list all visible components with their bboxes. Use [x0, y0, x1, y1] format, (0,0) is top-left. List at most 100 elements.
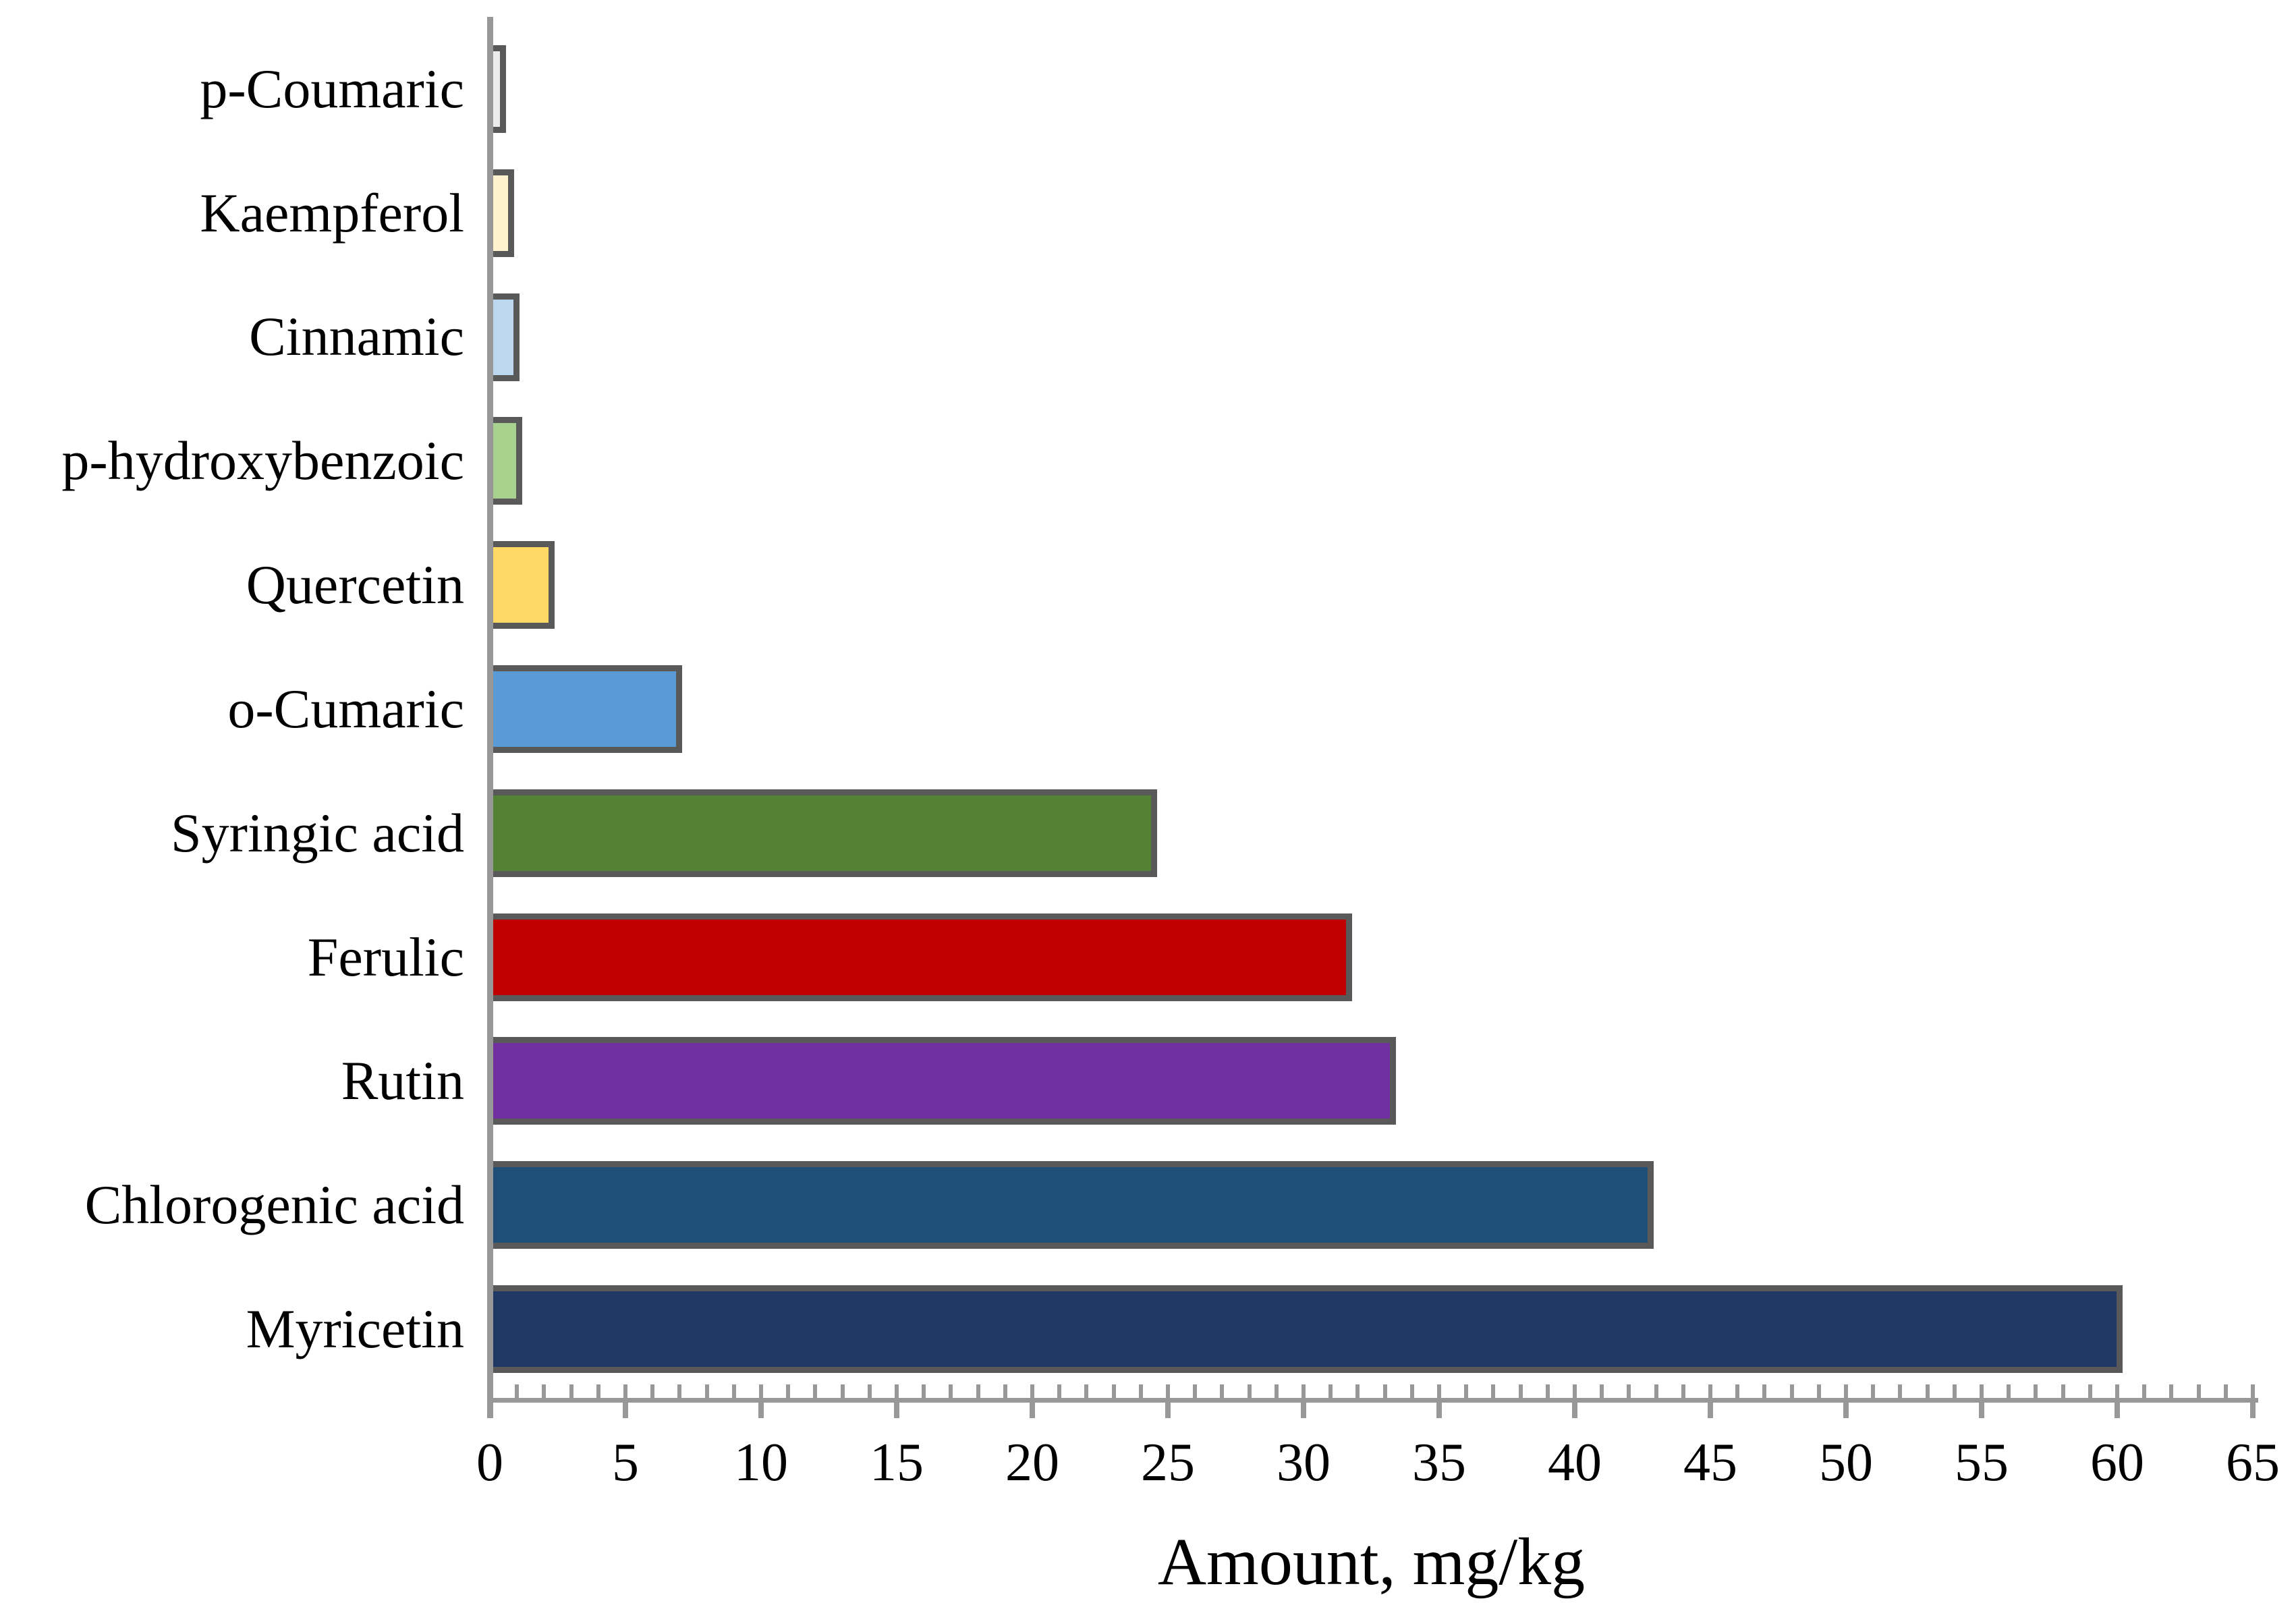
bar-row: Myricetin	[0, 1267, 2296, 1391]
x-axis-major-tick	[1436, 1403, 1442, 1418]
category-label: Syringic acid	[171, 802, 464, 864]
x-axis-minor-tick	[677, 1384, 682, 1398]
x-axis-title: Amount, mg/kg	[1157, 1524, 1586, 1599]
x-axis-minor-tick	[813, 1384, 818, 1398]
x-axis-minor-tick	[623, 1384, 627, 1398]
bar-row: o-Cumaric	[0, 647, 2296, 771]
bar-track	[490, 1143, 2253, 1267]
x-axis-minor-tick	[1437, 1384, 1441, 1398]
x-axis-minor-tick	[949, 1384, 953, 1398]
category-label: p-hydroxybenzoic	[61, 430, 464, 492]
bar-track	[490, 1267, 2253, 1391]
x-axis-tick-label: 5	[612, 1433, 639, 1492]
x-axis-minor-tick	[1573, 1384, 1577, 1398]
x-axis-minor-tick	[1518, 1384, 1523, 1398]
x-axis-minor-tick	[1409, 1384, 1414, 1398]
x-axis-minor-tick	[2115, 1384, 2119, 1398]
category-label: Quercetin	[246, 554, 464, 616]
x-axis-minor-tick	[840, 1384, 845, 1398]
x-axis-minor-tick	[1681, 1384, 1685, 1398]
x-axis-minor-tick	[2034, 1384, 2038, 1398]
x-axis-minor-tick	[1247, 1384, 1252, 1398]
x-axis-minor-tick	[1708, 1384, 1712, 1398]
x-axis-minor-tick	[2223, 1384, 2228, 1398]
category-label: Kaempferol	[200, 181, 464, 244]
x-axis-major-tick	[1165, 1403, 1171, 1418]
x-axis-minor-tick	[1952, 1384, 1957, 1398]
bar	[490, 169, 515, 257]
x-axis-minor-tick	[1654, 1384, 1658, 1398]
bar-row: Quercetin	[0, 523, 2296, 647]
bar-row: p-Coumaric	[0, 27, 2296, 151]
x-axis-minor-tick	[1491, 1384, 1496, 1398]
x-axis-major-tick	[1708, 1403, 1713, 1418]
x-axis-minor-tick	[704, 1384, 709, 1398]
x-axis-minor-tick	[2251, 1384, 2255, 1398]
x-axis-minor-tick	[731, 1384, 736, 1398]
x-axis-minor-tick	[922, 1384, 926, 1398]
y-axis-line	[487, 17, 493, 1418]
x-axis-minor-tick	[1328, 1384, 1333, 1398]
x-axis-minor-tick	[867, 1384, 872, 1398]
x-axis-minor-tick	[1166, 1384, 1170, 1398]
bar-track	[490, 895, 2253, 1019]
x-axis-tick-label: 45	[1683, 1433, 1737, 1492]
bar-track	[490, 27, 2253, 151]
bar-track	[490, 275, 2253, 399]
x-axis-minor-tick	[1111, 1384, 1116, 1398]
x-axis-minor-tick	[1816, 1384, 1821, 1398]
x-axis-tick-label: 60	[2090, 1433, 2144, 1492]
bar-row: Chlorogenic acid	[0, 1143, 2296, 1267]
x-axis-minor-tick	[1193, 1384, 1198, 1398]
x-axis-major-tick	[894, 1403, 899, 1418]
bar-row: Ferulic	[0, 895, 2296, 1019]
x-axis-minor-tick	[1627, 1384, 1631, 1398]
x-axis-minor-tick	[1382, 1384, 1387, 1398]
x-axis-minor-tick	[650, 1384, 655, 1398]
plot-area: p-Coumaric Kaempferol Cinnamic p-hydroxyben…	[0, 27, 2296, 1391]
bar	[490, 417, 523, 505]
bar	[490, 1161, 1654, 1249]
x-axis-minor-tick	[1980, 1384, 1984, 1398]
x-axis-minor-tick	[2061, 1384, 2065, 1398]
x-axis-minor-tick	[2088, 1384, 2092, 1398]
x-axis-tick-label: 15	[870, 1433, 924, 1492]
x-axis-minor-tick	[1084, 1384, 1089, 1398]
category-label: Chlorogenic acid	[84, 1174, 464, 1236]
bar	[490, 1285, 2123, 1374]
x-axis-minor-tick	[2142, 1384, 2147, 1398]
bar-track	[490, 1019, 2253, 1144]
bar-row: Kaempferol	[0, 151, 2296, 275]
bar	[490, 1037, 1396, 1125]
x-axis-minor-tick	[1057, 1384, 1062, 1398]
x-axis-major-tick	[1030, 1403, 1035, 1418]
x-axis-major-tick	[623, 1403, 628, 1418]
category-label: Cinnamic	[249, 306, 464, 368]
x-axis-minor-tick	[1003, 1384, 1007, 1398]
x-axis-tick-label: 25	[1141, 1433, 1195, 1492]
x-axis-major-tick	[1301, 1403, 1306, 1418]
x-axis-major-tick	[1979, 1403, 1984, 1418]
bar-row: Cinnamic	[0, 275, 2296, 399]
category-label: Myricetin	[246, 1297, 464, 1359]
x-axis-tick-label: 0	[476, 1433, 503, 1492]
x-axis-minor-tick	[2169, 1384, 2174, 1398]
x-axis-line	[487, 1398, 2258, 1403]
x-axis-major-tick	[2115, 1403, 2120, 1418]
x-axis-tick-label: 50	[1819, 1433, 1873, 1492]
bar-track	[490, 647, 2253, 771]
x-axis-minor-tick	[895, 1384, 899, 1398]
x-axis-minor-tick	[1898, 1384, 1903, 1398]
bar-row: Syringic acid	[0, 771, 2296, 895]
category-label: Rutin	[341, 1050, 464, 1112]
x-axis-major-tick	[1843, 1403, 1849, 1418]
x-axis-major-tick	[1572, 1403, 1577, 1418]
x-axis-minor-tick	[1789, 1384, 1794, 1398]
x-axis-minor-tick	[1844, 1384, 1848, 1398]
x-axis-minor-tick	[1301, 1384, 1306, 1398]
x-axis-minor-tick	[2007, 1384, 2011, 1398]
x-axis-tick-label: 20	[1005, 1433, 1059, 1492]
x-axis-tick-label: 40	[1548, 1433, 1602, 1492]
x-axis-minor-tick	[1355, 1384, 1360, 1398]
